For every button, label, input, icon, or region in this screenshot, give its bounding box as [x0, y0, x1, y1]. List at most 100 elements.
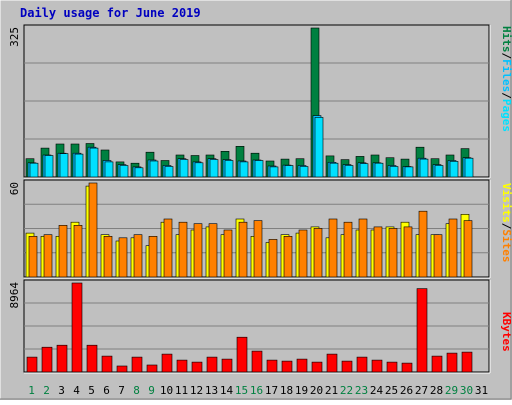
side-label-top: Hits/Files/Pages — [500, 26, 512, 132]
bar-sites-day-6 — [103, 236, 113, 278]
x-tick-label-7: 7 — [118, 384, 125, 397]
bar-kbytes-day-12 — [191, 361, 203, 373]
legend-sites: Sites — [500, 229, 512, 262]
side-label-slash: / — [500, 92, 512, 99]
bar-pages-day-12 — [194, 162, 204, 178]
bar-pages-day-19 — [299, 166, 309, 178]
bar-kbytes-day-3 — [56, 344, 68, 373]
side-labels: Hits/Files/Pages Visits/Sites KBytes — [500, 26, 512, 352]
bar-sites-day-25 — [388, 228, 398, 278]
x-tick-label-9: 9 — [148, 384, 155, 397]
bar-kbytes-day-22 — [341, 360, 353, 373]
bar-sites-day-23 — [358, 218, 368, 278]
bar-sites-day-10 — [163, 218, 173, 278]
bar-pages-day-4 — [74, 153, 84, 178]
x-tick-label-5: 5 — [88, 384, 95, 397]
bar-pages-day-27 — [419, 158, 429, 178]
bar-sites-day-19 — [298, 229, 308, 278]
bar-sites-day-29 — [448, 218, 458, 278]
bar-sites-day-4 — [73, 225, 83, 278]
side-label-middle: Visits/Sites — [500, 183, 512, 263]
bar-kbytes-day-26 — [401, 362, 413, 373]
bar-kbytes-day-9 — [146, 364, 158, 373]
bar-sites-day-15 — [238, 221, 248, 278]
bar-pages-day-23 — [359, 163, 369, 178]
x-tick-label-26: 26 — [400, 384, 413, 397]
bar-kbytes-day-19 — [296, 358, 308, 373]
bar-pages-day-18 — [284, 165, 294, 178]
x-tick-labels: 1 2 3 4 5 6 7 8 9 10 11 12 13 14 15 16 17 18 19 20 21 22 23 24 2… — [28, 384, 488, 397]
bar-pages-day-8 — [134, 167, 144, 178]
bar-sites-day-21 — [328, 218, 338, 278]
x-tick-label-29: 29 — [445, 384, 458, 397]
bar-sites-day-3 — [58, 225, 68, 278]
bar-pages-day-20 — [314, 117, 324, 178]
bar-pages-day-30 — [464, 157, 474, 178]
x-tick-label-1: 1 — [28, 384, 35, 397]
bar-kbytes-day-7 — [116, 365, 128, 373]
bar-kbytes-day-16 — [251, 350, 263, 373]
bar-kbytes-day-15 — [236, 336, 248, 373]
x-tick-label-18: 18 — [280, 384, 293, 397]
x-tick-label-13: 13 — [205, 384, 218, 397]
bar-kbytes-day-23 — [356, 356, 368, 373]
x-tick-label-2: 2 — [43, 384, 50, 397]
x-tick-label-20: 20 — [310, 384, 323, 397]
bar-sites-day-13 — [208, 223, 218, 278]
bar-kbytes-day-28 — [431, 355, 443, 373]
bar-pages-day-29 — [449, 161, 459, 178]
side-label-bottom: KBytes — [500, 312, 512, 352]
bar-sites-day-12 — [193, 223, 203, 278]
bar-sites-day-2 — [43, 234, 53, 278]
side-label-slash: / — [500, 223, 512, 230]
bar-kbytes-day-2 — [41, 346, 53, 373]
bar-kbytes-day-6 — [101, 355, 113, 373]
x-tick-label-14: 14 — [220, 384, 234, 397]
legend-files: Files — [500, 59, 512, 92]
bar-kbytes-day-21 — [326, 353, 338, 373]
bar-sites-day-7 — [118, 237, 128, 278]
x-tick-label-10: 10 — [160, 384, 173, 397]
max-label-top: 325 — [8, 27, 21, 47]
bar-pages-day-26 — [404, 166, 414, 178]
bar-sites-day-30 — [463, 220, 473, 278]
bar-pages-day-22 — [344, 165, 354, 178]
bar-pages-day-7 — [119, 165, 129, 178]
bar-sites-day-24 — [373, 226, 383, 278]
bar-kbytes-day-1 — [26, 356, 38, 373]
bar-kbytes-day-14 — [221, 358, 233, 373]
bar-sites-day-11 — [178, 221, 188, 278]
x-tick-label-25: 25 — [385, 384, 398, 397]
x-tick-label-16: 16 — [250, 384, 263, 397]
x-tick-label-4: 4 — [73, 384, 80, 397]
bar-pages-day-21 — [329, 162, 339, 178]
bar-sites-day-1 — [28, 236, 38, 278]
x-tick-label-15: 15 — [235, 384, 248, 397]
bar-kbytes-day-10 — [161, 353, 173, 373]
bar-sites-day-9 — [148, 236, 158, 278]
bar-sites-day-18 — [283, 236, 293, 278]
x-tick-label-22: 22 — [340, 384, 353, 397]
bar-sites-day-20 — [313, 228, 323, 278]
x-tick-label-12: 12 — [190, 384, 203, 397]
bars — [25, 27, 474, 373]
bar-sites-day-26 — [403, 226, 413, 278]
legend-pages: Pages — [500, 99, 512, 132]
x-tick-label-11: 11 — [175, 384, 188, 397]
max-label-middle: 60 — [8, 182, 21, 195]
bar-pages-day-5 — [89, 147, 99, 178]
x-tick-label-17: 17 — [265, 384, 278, 397]
x-tick-label-24: 24 — [370, 384, 384, 397]
bar-kbytes-day-17 — [266, 359, 278, 373]
legend-kbytes: KBytes — [500, 312, 512, 352]
bar-kbytes-day-8 — [131, 356, 143, 373]
bar-pages-day-6 — [104, 161, 114, 178]
bar-pages-day-9 — [149, 160, 159, 178]
bar-sites-day-8 — [133, 234, 143, 278]
x-tick-label-21: 21 — [325, 384, 338, 397]
bar-pages-day-11 — [179, 159, 189, 178]
bar-sites-day-14 — [223, 229, 233, 278]
bar-pages-day-2 — [44, 155, 54, 178]
